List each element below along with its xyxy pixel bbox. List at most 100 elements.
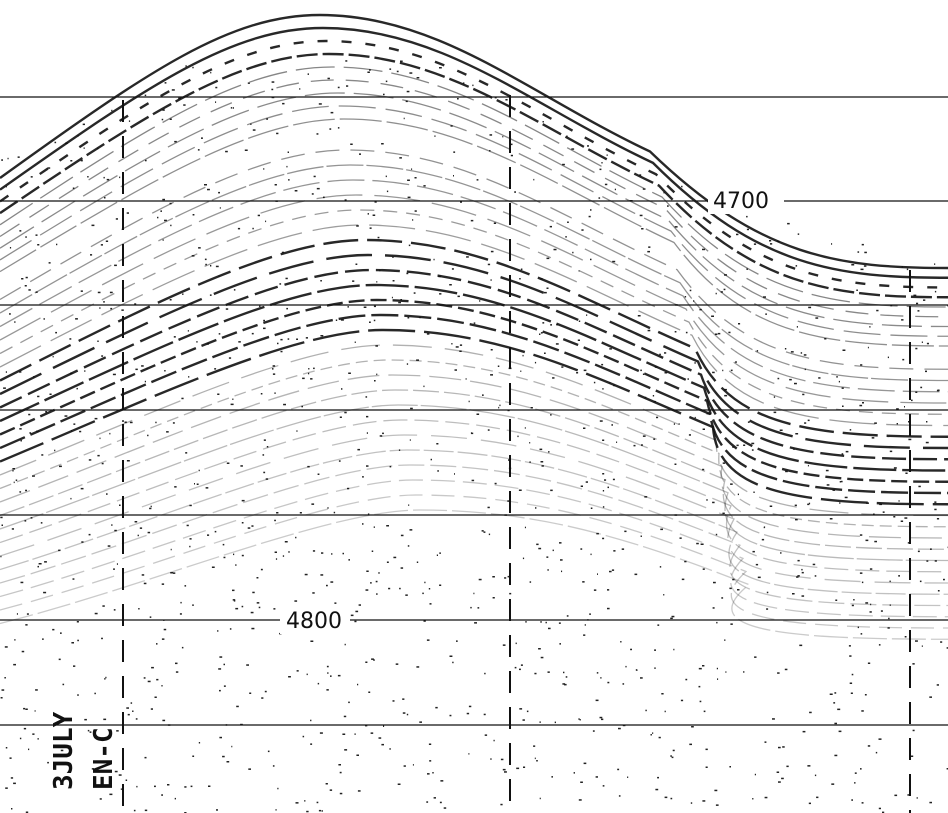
speckle xyxy=(433,797,436,799)
speckle xyxy=(132,710,134,712)
speckle xyxy=(794,382,797,385)
speckle xyxy=(377,236,380,239)
speckle xyxy=(583,369,587,372)
speckle xyxy=(161,118,164,121)
speckle xyxy=(743,671,745,673)
speckle xyxy=(869,611,872,613)
speckle xyxy=(169,202,172,205)
speckle xyxy=(272,368,274,370)
speckle xyxy=(455,346,459,348)
speckle xyxy=(400,60,403,62)
speckle xyxy=(124,421,127,423)
speckle xyxy=(474,622,477,624)
speckle xyxy=(544,352,546,354)
speckle xyxy=(652,732,654,734)
speckle xyxy=(882,811,885,813)
speckle xyxy=(171,89,175,91)
speckle xyxy=(845,450,849,453)
speckle xyxy=(439,801,442,804)
speckle xyxy=(55,331,57,334)
speckle xyxy=(558,622,561,624)
speckle xyxy=(172,572,176,574)
speckle xyxy=(587,145,589,147)
speckle xyxy=(88,533,91,536)
speckle xyxy=(120,788,122,790)
speckle xyxy=(54,141,57,144)
speckle xyxy=(181,397,184,400)
speckle xyxy=(602,388,604,390)
speckle xyxy=(540,621,542,623)
speckle xyxy=(794,504,797,507)
speckle xyxy=(493,222,497,224)
speckle xyxy=(121,309,124,311)
speckle xyxy=(831,243,833,245)
speckle xyxy=(490,349,493,351)
speckle xyxy=(715,533,718,536)
speckle xyxy=(389,748,391,750)
speckle xyxy=(272,765,275,767)
speckle xyxy=(258,606,261,609)
speckle xyxy=(728,331,731,334)
speckle xyxy=(908,421,910,423)
speckle xyxy=(261,697,264,699)
speckle xyxy=(732,578,735,581)
speckle xyxy=(753,243,757,245)
speckle xyxy=(81,541,84,543)
speckle xyxy=(606,154,608,156)
speckle xyxy=(196,341,198,343)
speckle xyxy=(673,423,675,425)
speckle xyxy=(306,810,309,813)
speckle xyxy=(929,801,932,804)
speckle xyxy=(802,393,805,396)
speckle xyxy=(856,289,858,291)
speckle xyxy=(204,258,207,261)
speckle xyxy=(172,422,175,424)
speckle xyxy=(476,179,479,181)
speckle xyxy=(693,300,695,302)
speckle xyxy=(114,529,117,532)
speckle xyxy=(244,149,248,151)
speckle xyxy=(263,327,266,330)
speckle xyxy=(100,244,103,246)
speckle xyxy=(308,368,310,370)
reflector xyxy=(0,164,948,382)
speckle xyxy=(519,668,521,671)
speckle xyxy=(854,772,857,774)
speckle xyxy=(688,434,691,436)
speckle xyxy=(906,268,909,271)
speckle xyxy=(470,606,472,609)
speckle xyxy=(114,770,118,773)
code-annotation: EN-C xyxy=(89,727,119,790)
speckle xyxy=(137,534,139,537)
speckle xyxy=(433,258,435,261)
speckle xyxy=(241,554,244,557)
speckle xyxy=(350,614,354,617)
speckle xyxy=(529,581,532,583)
speckle xyxy=(367,71,370,73)
speckle xyxy=(579,719,581,721)
speckle xyxy=(296,670,299,672)
speckle xyxy=(904,517,908,519)
speckle xyxy=(135,368,138,371)
speckle xyxy=(553,248,557,251)
speckle xyxy=(838,380,840,383)
speckle xyxy=(769,240,772,242)
speckle xyxy=(286,307,288,310)
speckle xyxy=(593,589,597,591)
speckle xyxy=(770,243,773,245)
speckle xyxy=(180,601,182,604)
speckle xyxy=(338,460,341,462)
speckle xyxy=(544,291,547,294)
speckle xyxy=(746,268,748,270)
speckle xyxy=(654,667,656,669)
speckle xyxy=(736,233,739,236)
speckle xyxy=(800,352,803,354)
speckle xyxy=(630,648,632,651)
speckle xyxy=(539,333,541,335)
speckle xyxy=(687,378,689,380)
reflector xyxy=(0,149,948,370)
speckle xyxy=(780,552,782,554)
reflector xyxy=(0,389,948,550)
speckle xyxy=(409,529,413,531)
speckle xyxy=(407,196,411,199)
